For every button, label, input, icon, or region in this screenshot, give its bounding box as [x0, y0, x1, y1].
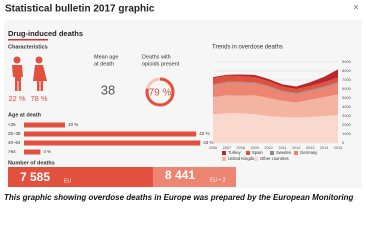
age-category: <25 — [8, 122, 16, 127]
age-bar — [24, 149, 41, 155]
legend-swatch — [254, 157, 258, 161]
y-tick-label: 3000 — [342, 113, 352, 118]
header-title: Statistical bulletin 2017 graphic — [5, 4, 155, 15]
age-category: 40–64 — [8, 140, 21, 145]
opioid-label: Deaths with — [142, 54, 171, 60]
x-tick-label: 2007 — [223, 146, 231, 150]
page: Statistical bulletin 2017 graphic × Drug… — [4, 2, 360, 203]
age-bar — [24, 140, 201, 146]
opioid-value: 79 % — [149, 88, 172, 99]
x-tick-label: 2012 — [292, 146, 300, 150]
age-category: >64 — [8, 149, 16, 154]
legend-label: Germany — [300, 150, 318, 155]
x-tick-label: 2009 — [250, 146, 258, 150]
age-value-label: 4 % — [43, 149, 51, 154]
infographic-title: Drug-induced deaths — [8, 29, 83, 38]
legend-label: Other countries — [260, 156, 289, 161]
y-tick-label: 5000 — [342, 95, 352, 100]
section-label: Characteristics — [8, 44, 48, 50]
area — [213, 94, 338, 118]
opioid-label: opioids present — [142, 61, 180, 67]
person-icons — [12, 56, 47, 91]
legend-label: Turkey — [228, 150, 242, 155]
age-value-label: 42 % — [199, 131, 209, 136]
legend-swatch — [246, 151, 250, 155]
y-tick-label: 2000 — [342, 122, 352, 127]
area — [213, 82, 338, 103]
x-tick-label: 2011 — [278, 146, 286, 150]
deaths-value: 7 585 — [20, 170, 50, 184]
share-label: 22 % — [8, 94, 25, 103]
x-tick-label: 2010 — [264, 146, 272, 150]
age-category: 25–39 — [8, 131, 21, 136]
title-underline — [8, 39, 48, 41]
x-tick-label: 2015 — [334, 146, 342, 150]
age-value-label: 10 % — [68, 122, 78, 127]
area — [213, 75, 338, 93]
mean-age-label: at death — [94, 61, 114, 67]
y-tick-label: 1000 — [342, 131, 352, 136]
legend-label: Spain — [252, 150, 263, 155]
area — [213, 81, 338, 94]
section-label: Number of deaths — [8, 160, 55, 166]
y-tick-label: 0 — [342, 140, 345, 145]
legend-swatch — [294, 151, 298, 155]
chart-title: Trends in overdose deaths — [212, 45, 283, 51]
deaths-unit: EU + 2 — [210, 177, 226, 183]
x-tick-label: 2006 — [209, 146, 217, 150]
x-tick-label: 2014 — [320, 146, 328, 150]
y-tick-label: 4000 — [342, 104, 352, 109]
caption: This graphic showing overdose deaths in … — [4, 193, 353, 202]
age-bar — [24, 131, 197, 137]
deaths-unit: EU — [64, 178, 71, 184]
y-tick-label: 7000 — [342, 77, 352, 82]
mean-age-value: 38 — [101, 82, 115, 97]
legend-label: United Kingdom — [228, 156, 258, 161]
age-value-label: 43 % — [203, 140, 213, 145]
deaths-value: 8 441 — [165, 168, 195, 182]
legend-label: Sweden — [276, 150, 292, 155]
share-label: 78 % — [30, 94, 47, 103]
area — [213, 69, 338, 90]
opioid-arc — [145, 77, 175, 107]
close-button[interactable]: × — [353, 3, 359, 14]
area — [213, 113, 338, 143]
legend-swatch — [270, 151, 274, 155]
deaths-bar — [8, 167, 153, 187]
x-tick-label: 2008 — [237, 146, 245, 150]
x-tick-label: 2013 — [306, 146, 314, 150]
age-bar — [24, 122, 65, 128]
mean-age-label: Mean age — [94, 54, 118, 60]
y-tick-label: 6000 — [342, 86, 352, 91]
legend-swatch — [222, 151, 226, 155]
section-label: Age at death — [8, 112, 42, 118]
y-tick-label: 9000 — [342, 59, 352, 64]
y-tick-label: 8000 — [342, 68, 352, 73]
legend-swatch — [222, 157, 226, 161]
